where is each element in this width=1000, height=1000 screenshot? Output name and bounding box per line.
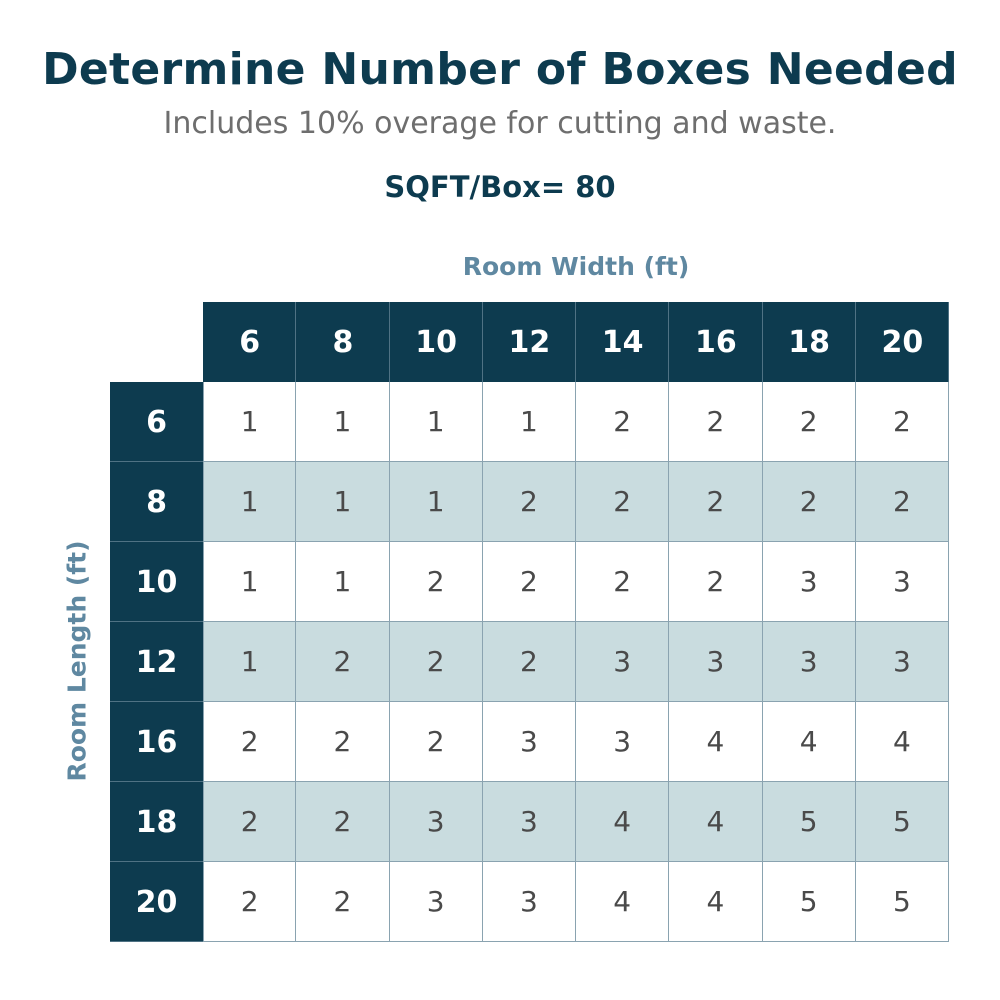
table-cell: 2 (296, 702, 390, 782)
table-cell: 2 (296, 622, 390, 702)
table-cell: 3 (855, 622, 949, 702)
row-header: 12 (110, 622, 203, 702)
table-cell: 1 (389, 382, 483, 462)
row-header: 18 (110, 782, 203, 862)
table-cell: 2 (203, 862, 297, 942)
table-cell: 2 (855, 382, 949, 462)
table-cell: 2 (296, 782, 390, 862)
table-cell: 3 (762, 622, 856, 702)
row-header: 16 (110, 702, 203, 782)
table-cell: 3 (669, 622, 763, 702)
table-cell: 3 (389, 862, 483, 942)
table-cell: 2 (389, 702, 483, 782)
row-header: 6 (110, 382, 203, 462)
row-header: 20 (110, 862, 203, 942)
table-cell: 1 (389, 462, 483, 542)
table-cell: 4 (762, 702, 856, 782)
row-header: 8 (110, 462, 203, 542)
column-header: 8 (296, 302, 390, 382)
table-cell: 4 (576, 862, 670, 942)
table-cell: 2 (482, 462, 576, 542)
table-cell: 3 (482, 862, 576, 942)
row-header: 10 (110, 542, 203, 622)
table-cell: 3 (855, 542, 949, 622)
table-cell: 1 (296, 542, 390, 622)
table-cell: 3 (762, 542, 856, 622)
table-cell: 3 (576, 702, 670, 782)
table-cell: 2 (762, 382, 856, 462)
table-cell: 2 (389, 542, 483, 622)
column-header: 16 (669, 302, 763, 382)
page-title: Determine Number of Boxes Needed (42, 44, 958, 95)
table-cell: 2 (576, 382, 670, 462)
table-cell: 1 (203, 462, 297, 542)
table-cell: 2 (669, 462, 763, 542)
table-cell: 4 (669, 702, 763, 782)
table-cell: 1 (482, 382, 576, 462)
table-cell: 4 (576, 782, 670, 862)
sqft-per-box-label: SQFT/Box= 80 (384, 170, 616, 204)
table-cell: 5 (762, 862, 856, 942)
table-cell: 5 (855, 862, 949, 942)
table-cell: 2 (576, 542, 670, 622)
table-cell: 2 (669, 542, 763, 622)
table-cell: 3 (576, 622, 670, 702)
table-cell: 1 (203, 382, 297, 462)
table-cell: 2 (203, 782, 297, 862)
table-cell: 4 (855, 702, 949, 782)
column-header: 6 (203, 302, 297, 382)
table-cell: 3 (389, 782, 483, 862)
x-axis-label: Room Width (ft) (462, 252, 690, 281)
table-cell: 1 (296, 462, 390, 542)
table-cell: 2 (389, 622, 483, 702)
table-cell: 1 (203, 542, 297, 622)
table-cell: 4 (669, 862, 763, 942)
table-cell: 2 (296, 862, 390, 942)
table-corner (110, 302, 203, 382)
table-cell: 1 (203, 622, 297, 702)
y-axis-label: Room Length (ft) (62, 540, 92, 782)
table-cell: 3 (482, 702, 576, 782)
table-cell: 5 (762, 782, 856, 862)
table-cell: 2 (576, 462, 670, 542)
table-cell: 5 (855, 782, 949, 862)
boxes-table: 6 8 10 12 14 16 18 20 6 1 1 1 1 2 2 2 2 8 1 1 1 2 2 2 2 2 10 1 1 2 2 2 2… (110, 302, 949, 942)
column-header: 12 (482, 302, 576, 382)
table-cell: 4 (669, 782, 763, 862)
table-cell: 2 (482, 542, 576, 622)
table-cell: 3 (482, 782, 576, 862)
table-cell: 2 (482, 622, 576, 702)
table-cell: 2 (855, 462, 949, 542)
column-header: 18 (762, 302, 856, 382)
table-cell: 2 (762, 462, 856, 542)
column-header: 14 (576, 302, 670, 382)
column-header: 20 (855, 302, 949, 382)
table-cell: 1 (296, 382, 390, 462)
page-subtitle: Includes 10% overage for cutting and was… (163, 106, 837, 141)
table-cell: 2 (203, 702, 297, 782)
table-cell: 2 (669, 382, 763, 462)
column-header: 10 (389, 302, 483, 382)
